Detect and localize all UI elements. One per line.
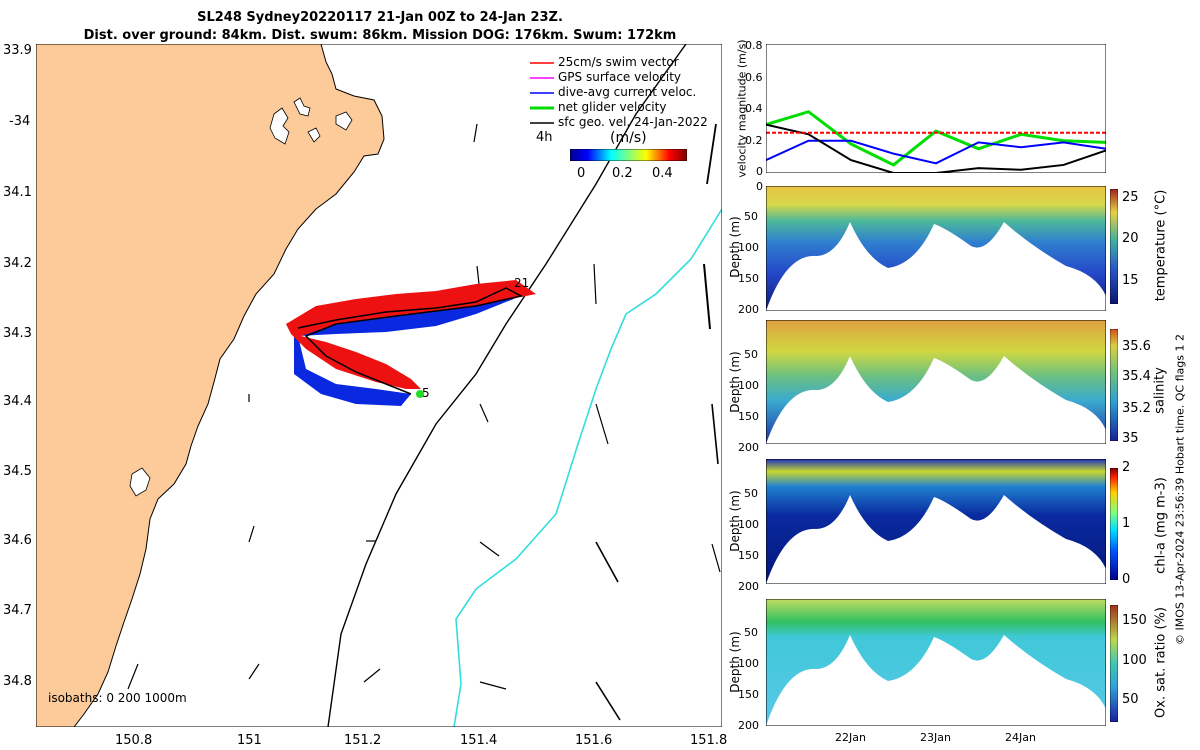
velocity-panel (766, 44, 1106, 173)
lat-tick: 34.1 (3, 185, 32, 200)
depth-tick: 150 (738, 410, 759, 423)
legend-net-glider-velocity: net glider velocity (558, 100, 667, 114)
oxy-cbar-tick: 100 (1122, 653, 1147, 668)
vel-tick: 0.6 (745, 71, 763, 84)
lat-tick: 34.7 (3, 603, 32, 618)
depth-tick: 100 (738, 657, 759, 670)
temp-cbar-tick: 20 (1122, 231, 1139, 246)
temp-cbar-tick: 15 (1122, 273, 1139, 288)
sal-cbar-tick: 35.2 (1122, 401, 1151, 416)
salinity-label: salinity (1152, 367, 1168, 414)
lat-tick: -34 (9, 114, 31, 129)
lat-tick: 34.6 (3, 533, 32, 548)
chla-cbar-tick: 0 (1122, 572, 1131, 587)
sal-cbar-tick: 35.4 (1122, 369, 1151, 384)
depth-tick: 50 (744, 210, 758, 223)
oxygen-colorbar (1110, 605, 1118, 722)
title-line-1: SL248 Sydney20220117 21-Jan 00Z to 24-Ja… (197, 10, 563, 25)
colorbar-units: (m/s) (610, 130, 647, 146)
temp-cbar-tick: 25 (1122, 190, 1139, 205)
legend-swim-vector: 25cm/s swim vector (558, 55, 679, 69)
depth-tick: 100 (738, 379, 759, 392)
track-label-end: 5 (422, 386, 430, 400)
depth-label: Depth (m) (728, 631, 742, 693)
depth-tick: 0 (756, 180, 763, 193)
lat-tick: 34.3 (3, 326, 32, 341)
sal-cbar-tick: 35.6 (1122, 339, 1151, 354)
depth-tick: 200 (738, 441, 759, 454)
temperature-section (766, 186, 1106, 311)
series-net-glider-velocity (766, 110, 1106, 167)
legend-dive-avg-current: dive-avg current veloc. (558, 85, 697, 99)
depth-tick: 50 (744, 348, 758, 361)
depth-label: Depth (m) (728, 351, 742, 413)
lon-tick: 151.4 (460, 733, 498, 748)
chla-label: chl-a (mg m-3) (1153, 477, 1169, 574)
map-panel: 21 5 isobaths: 0 200 1000m (36, 44, 722, 727)
time-tick: 22Jan (835, 731, 866, 744)
chla-cbar-tick: 1 (1122, 516, 1131, 531)
track-label-start: 21 (514, 276, 529, 290)
imos-credit: © IMOS 13-Apr-2024 23:56:39 Hobart time.… (1173, 334, 1187, 645)
legend-swatches (530, 62, 554, 124)
time-tick: 24Jan (1005, 731, 1036, 744)
lat-tick: 34.2 (3, 256, 32, 271)
temperature-colorbar (1110, 189, 1118, 304)
oxygen-label: Ox. sat. ratio (%) (1153, 607, 1169, 718)
vel-tick: 0.8 (745, 39, 763, 52)
series-sfc-geo-vel- (766, 123, 1106, 173)
depth-label: Depth (m) (728, 490, 742, 552)
lat-tick: 34.8 (3, 674, 32, 689)
lon-tick: 151 (237, 733, 262, 748)
depth-tick: 150 (738, 688, 759, 701)
title-line-2: Dist. over ground: 84km. Dist. swum: 86k… (83, 28, 677, 43)
depth-tick: 200 (738, 303, 759, 316)
isobath-legend: isobaths: 0 200 1000m (48, 691, 187, 705)
depth-tick: 100 (738, 241, 759, 254)
vel-tick: 0.2 (745, 134, 763, 147)
speed-colorbar (570, 149, 687, 161)
colorbar-interval: 4h (536, 130, 553, 145)
oxygen-section (766, 599, 1106, 726)
time-tick: 23Jan (920, 731, 951, 744)
colorbar-tick: 0.2 (612, 166, 633, 181)
chla-section (766, 459, 1106, 584)
salinity-section (766, 320, 1106, 444)
salinity-colorbar (1110, 329, 1118, 441)
chla-cbar-tick: 2 (1122, 460, 1131, 475)
lon-tick: 151.6 (575, 733, 613, 748)
depth-tick: 50 (744, 487, 758, 500)
vel-tick: 0 (756, 165, 763, 178)
depth-tick: 150 (738, 549, 759, 562)
depth-tick: 100 (738, 518, 759, 531)
chla-colorbar (1110, 468, 1118, 580)
legend-sfc-geo-vel: sfc geo. vel. 24-Jan-2022 (558, 115, 708, 129)
lon-tick: 151.2 (344, 733, 382, 748)
vel-tick: 0.4 (745, 102, 763, 115)
depth-tick: 200 (738, 719, 759, 732)
sal-cbar-tick: 35 (1122, 431, 1139, 446)
land-coast (36, 44, 385, 727)
series-dive-avg-current-veloc- (766, 139, 1106, 165)
lat-tick: 34.5 (3, 464, 32, 479)
colorbar-tick: 0.4 (652, 166, 673, 181)
lon-tick: 151.8 (690, 733, 728, 748)
glider-track (297, 287, 524, 395)
temperature-label: temperature (°C) (1153, 189, 1169, 302)
isobath-1000m (453, 208, 722, 727)
lon-tick: 150.8 (115, 733, 153, 748)
colorbar-tick: 0 (577, 166, 586, 181)
vel-ylabel: velocity magnitude (m/s) (735, 39, 749, 178)
lat-tick: 33.9 (3, 43, 32, 58)
swim-swath (286, 280, 536, 389)
depth-tick: 50 (744, 626, 758, 639)
legend-gps-velocity: GPS surface velocity (558, 70, 682, 84)
oxy-cbar-tick: 150 (1122, 613, 1147, 628)
geo-velocity-arrows (127, 123, 721, 721)
depth-label: Depth (m) (728, 216, 742, 278)
depth-tick: 150 (738, 272, 759, 285)
depth-tick: 200 (738, 580, 759, 593)
oxy-cbar-tick: 50 (1122, 692, 1139, 707)
lat-tick: 34.4 (3, 394, 32, 409)
